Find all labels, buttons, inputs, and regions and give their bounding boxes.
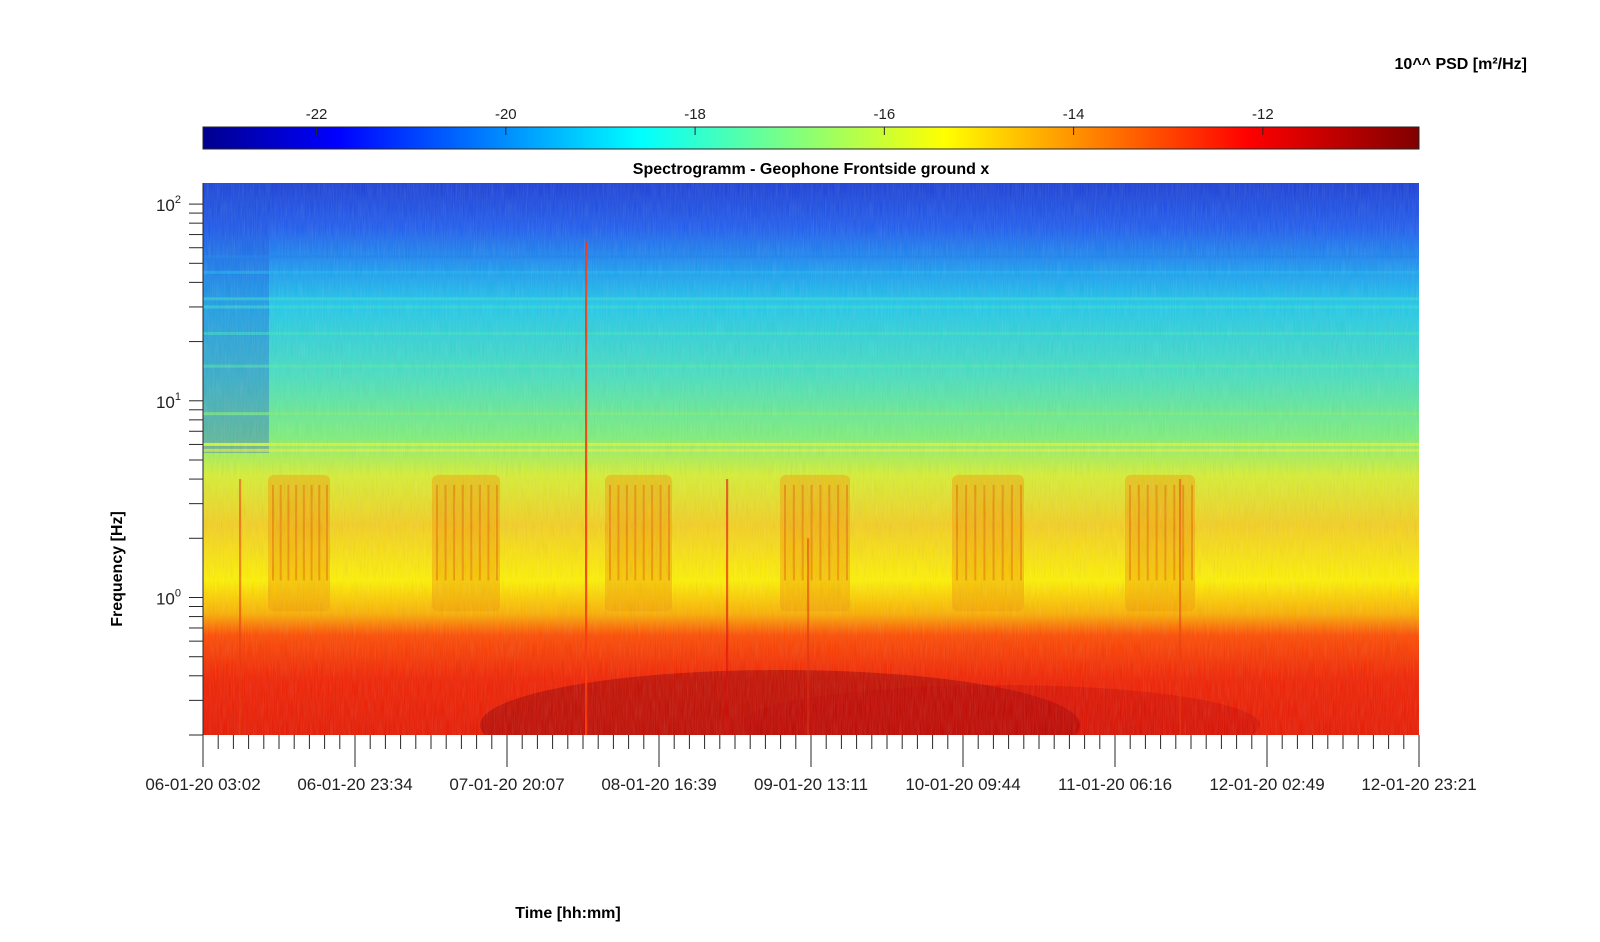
x-tick-label: 11-01-20 06:16 — [1058, 775, 1172, 794]
colorbar-gradient — [202, 126, 1420, 150]
colorbar-tick-label: -18 — [684, 106, 706, 123]
colorbar-ticks: -22 -20 -18 -16 -14 -12 — [306, 106, 1274, 135]
colorbar-tick-label: -16 — [873, 106, 895, 123]
x-axis: 06-01-20 03:02 06-01-20 23:34 07-01-20 20:… — [145, 735, 1477, 794]
y-axis: 102 101 100 — [156, 183, 204, 736]
chart-title: Spectrogramm - Geophone Frontside ground… — [633, 161, 990, 178]
colorbar-tick-label: -22 — [306, 106, 328, 123]
x-tick-label: 07-01-20 20:07 — [449, 775, 564, 794]
y-tick-label: 102 — [156, 194, 181, 215]
x-tick-label: 12-01-20 23:21 — [1361, 775, 1476, 794]
x-tick-label: 06-01-20 03:02 — [145, 775, 260, 794]
spectrogram-image — [203, 183, 1419, 735]
x-tick-label: 06-01-20 23:34 — [297, 775, 412, 794]
y-tick-label: 101 — [156, 391, 181, 412]
x-tick-label: 12-01-20 02:49 — [1209, 775, 1324, 794]
colorbar-tick-label: -12 — [1252, 106, 1274, 123]
x-tick-label: 09-01-20 13:11 — [754, 775, 868, 794]
x-tick-label: 08-01-20 16:39 — [601, 775, 716, 794]
y-tick-label: 100 — [156, 588, 181, 609]
y-axis-label: Frequency [Hz] — [109, 511, 126, 627]
colorbar-tick-label: -14 — [1063, 106, 1085, 123]
colorbar: -22 -20 -18 -16 -14 -12 10^^ PSD [m²/Hz] — [202, 56, 1527, 150]
x-axis-label: Time [hh:mm] — [515, 905, 620, 922]
x-tick-label: 10-01-20 09:44 — [905, 775, 1020, 794]
colorbar-tick-label: -20 — [495, 106, 517, 123]
colorbar-label: 10^^ PSD [m²/Hz] — [1395, 56, 1527, 73]
